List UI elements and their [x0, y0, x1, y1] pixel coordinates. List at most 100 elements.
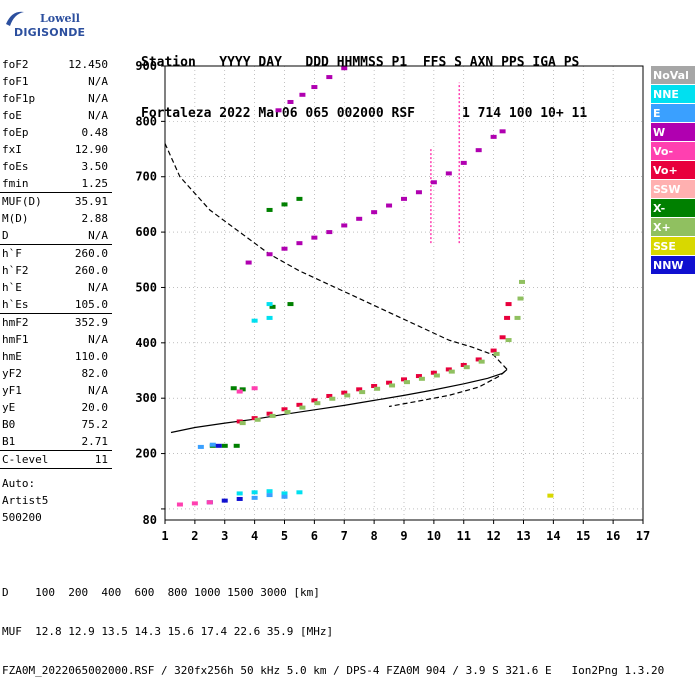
- data-point: [430, 370, 437, 375]
- data-point: [266, 252, 273, 257]
- data-point: [514, 315, 521, 320]
- data-point: [478, 359, 485, 364]
- param-row-b0: B0 75.2: [0, 416, 112, 433]
- header-value-hhmmss: 002000: [336, 106, 384, 121]
- param-name: hmF1: [2, 333, 29, 346]
- param-value: 2.88: [81, 212, 109, 225]
- data-point: [371, 384, 378, 389]
- param-row-hmf2: hmF2 352.9: [0, 314, 112, 331]
- data-point: [433, 373, 440, 378]
- param-group-virtual-heights: h`F 260.0 h`F2 260.0 h`E N/A h`Es 105.0: [0, 245, 112, 313]
- data-point: [299, 405, 306, 410]
- footer-muf-row: MUF 12.8 12.9 13.5 14.3 15.6 17.4 22.6 3…: [2, 625, 334, 638]
- data-point: [233, 443, 240, 448]
- param-value: 110.0: [74, 350, 108, 363]
- data-point: [386, 380, 393, 385]
- y-tick-label: 600: [135, 225, 157, 239]
- param-row-fxi: fxI 12.90: [0, 141, 112, 158]
- header-value-ps: 11: [571, 106, 588, 121]
- legend-item-nnw: NNW: [651, 256, 695, 275]
- param-row-hme: hmE 110.0: [0, 348, 112, 365]
- param-divider: [0, 192, 112, 193]
- series-w: [245, 66, 506, 265]
- param-value: 105.0: [74, 298, 108, 311]
- header-value-pps: 100: [508, 106, 533, 121]
- param-name: foF2: [2, 58, 29, 71]
- param-name: yF1: [2, 384, 22, 397]
- param-name: h`Es: [2, 298, 29, 311]
- data-point: [517, 296, 524, 301]
- logo-lowell-text: Lowell: [40, 12, 80, 25]
- data-point: [490, 348, 497, 353]
- data-point: [415, 374, 422, 379]
- legend-item-vo-: Vo-: [651, 142, 695, 161]
- digisonde-logo: Lowell DIGISONDE: [4, 8, 85, 42]
- auto-scaling-label: Auto:: [2, 477, 36, 490]
- param-name: yF2: [2, 367, 22, 380]
- data-point: [445, 171, 452, 176]
- plot-axes: 1 2 3 4 5 6 7 8 9 10 11 12 13 14 15 16 17200300400500600…: [135, 59, 650, 543]
- vertical-spikes: [430, 82, 461, 244]
- y-tick-label: 400: [135, 336, 157, 350]
- param-value: 82.0: [81, 367, 109, 380]
- param-row-ye: yE 20.0: [0, 399, 112, 416]
- data-point: [287, 99, 294, 104]
- param-name: B1: [2, 435, 16, 448]
- data-point: [230, 386, 237, 391]
- series-vo-: [176, 386, 258, 507]
- x-tick-label: 6: [311, 529, 318, 543]
- param-row-foe: foE N/A: [0, 107, 112, 124]
- param-value: 75.2: [81, 418, 109, 431]
- data-point: [197, 444, 204, 449]
- data-point: [519, 279, 526, 284]
- param-value: N/A: [88, 281, 108, 294]
- parameter-panel: foF2 12.450 foF1 N/A foF1p N/A foE N/A foEp 0.48 f…: [0, 56, 112, 526]
- footer-distance-row: D 100 200 400 600 800 1000 1500 3000 [km…: [2, 586, 320, 599]
- logo-digisonde-text: DIGISONDE: [14, 26, 86, 39]
- x-tick-label: 8: [371, 529, 378, 543]
- data-point: [504, 315, 511, 320]
- header-value-p1: RSF: [391, 106, 415, 121]
- data-point: [239, 387, 246, 392]
- data-point: [415, 190, 422, 195]
- param-row-b1: B1 2.71: [0, 433, 112, 450]
- data-point: [460, 160, 467, 165]
- param-name: foF1p: [2, 92, 36, 105]
- data-point: [209, 442, 216, 447]
- param-row-yf1: yF1 N/A: [0, 382, 112, 399]
- data-point: [311, 398, 318, 403]
- param-value: 2.71: [81, 435, 109, 448]
- series-e: [197, 442, 288, 500]
- data-point: [191, 501, 198, 506]
- param-name: MUF(D): [2, 195, 42, 208]
- data-point: [281, 494, 288, 499]
- param-row-hmf1: hmF1 N/A: [0, 331, 112, 348]
- data-point: [239, 421, 246, 426]
- param-divider: [0, 244, 112, 245]
- y-tick-label: 700: [135, 170, 157, 184]
- x-tick-label: 11: [457, 529, 471, 543]
- data-point: [281, 246, 288, 251]
- data-point: [430, 180, 437, 185]
- footer-info: D 100 200 400 600 800 1000 1500 3000 [km…: [2, 560, 664, 690]
- param-row-fmin: fmin 1.25: [0, 175, 112, 192]
- ionogram-chart: 1 2 3 4 5 6 7 8 9 10 11 12 13 14 15 16 17200300400500600…: [135, 59, 650, 543]
- data-point: [490, 134, 497, 139]
- param-name: fxI: [2, 143, 22, 156]
- param-value: N/A: [88, 109, 108, 122]
- data-point: [326, 230, 333, 235]
- legend-item-sse: SSE: [651, 237, 695, 256]
- electron-density-profile-curve: [164, 143, 508, 408]
- echo-traces: [176, 66, 554, 507]
- data-point: [463, 365, 470, 370]
- data-point: [329, 396, 336, 401]
- legend-item-x-: X+: [651, 218, 695, 237]
- data-point: [505, 302, 512, 307]
- x-tick-label: 10: [427, 529, 441, 543]
- data-point: [359, 390, 366, 395]
- y-tick-label: 300: [135, 391, 157, 405]
- data-point: [266, 411, 273, 416]
- header-value-station: Fortaleza: [141, 106, 212, 121]
- header-value-date: 2022 Mar06: [219, 106, 298, 121]
- param-value: N/A: [88, 384, 108, 397]
